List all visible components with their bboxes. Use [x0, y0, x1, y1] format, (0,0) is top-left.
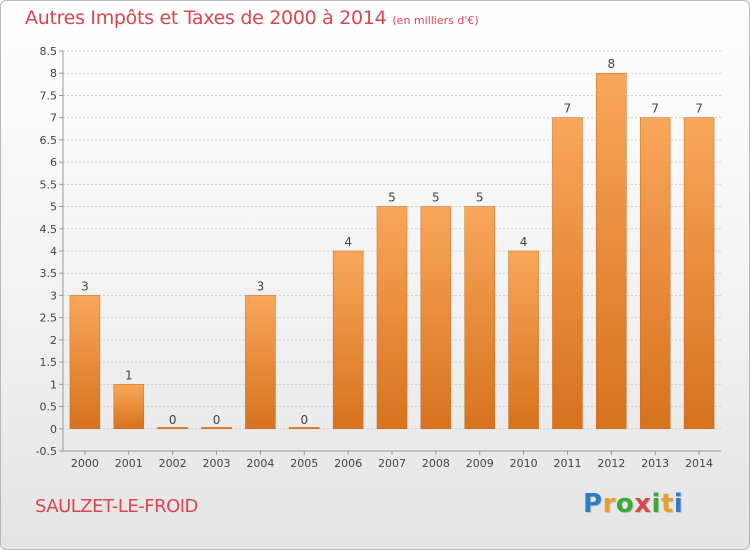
y-tick-label: 3 [50, 289, 57, 302]
x-tick-label-2008: 2008 [422, 457, 450, 470]
data-label-2012: 8 [608, 57, 616, 71]
y-tick-label: 5 [50, 201, 57, 214]
data-label-2013: 7 [651, 102, 659, 116]
y-tick-label: 7.5 [40, 89, 58, 102]
bar-2003 [201, 427, 232, 430]
data-label-2008: 5 [432, 191, 440, 205]
x-tick-label-2000: 2000 [71, 457, 99, 470]
data-label-2006: 4 [344, 235, 352, 249]
bar-2008 [420, 206, 452, 430]
y-tick-label: 5.5 [40, 178, 58, 191]
data-label-2010: 4 [520, 235, 528, 249]
y-tick-label: 1 [50, 378, 57, 391]
proxiti-logo[interactable]: Proxiti [583, 489, 683, 519]
data-label-2005: 0 [300, 413, 308, 427]
logo-letter: x [634, 489, 652, 519]
chart-unit-note: (en milliers d'€) [392, 14, 479, 27]
y-tick-label: 2.5 [40, 312, 58, 325]
x-tick-label-2002: 2002 [159, 457, 187, 470]
bar-2013 [639, 117, 671, 430]
logo-letter: i [651, 489, 661, 519]
x-tick-label-2005: 2005 [290, 457, 318, 470]
x-tick-label-2010: 2010 [510, 457, 538, 470]
y-tick-label: 2 [50, 334, 57, 347]
y-tick-label: 6 [50, 156, 57, 169]
location-name: SAULZET-LE-FROID [35, 496, 198, 517]
x-tick-label-2011: 2011 [553, 457, 581, 470]
y-tick-label: 1.5 [40, 356, 58, 369]
bar-2012 [596, 72, 627, 430]
bar-2010 [508, 250, 539, 430]
bar-2007 [376, 206, 408, 430]
bar-2000 [69, 295, 101, 430]
y-tick-label: 4 [50, 245, 57, 258]
y-tick-label: 4.5 [40, 223, 58, 236]
data-labels: 3 1 0 0 3 0 4 5 5 5 4 7 8 7 7 [81, 57, 703, 427]
x-tick-label-2009: 2009 [466, 457, 494, 470]
x-tick-label-2003: 2003 [203, 457, 231, 470]
bar-2014 [683, 117, 715, 430]
logo-letter: o [615, 489, 635, 519]
y-tick-label: 6.5 [40, 134, 58, 147]
y-tick-label: 3.5 [40, 267, 58, 280]
bars [69, 72, 715, 430]
bar-2005 [289, 427, 320, 430]
bar-2002 [157, 427, 188, 430]
bar-2001 [113, 384, 145, 430]
data-label-2007: 5 [388, 191, 396, 205]
x-tick-label-2004: 2004 [246, 457, 274, 470]
data-label-2009: 5 [476, 191, 484, 205]
chart-title-text: Autres Impôts et Taxes de 2000 à 2014 [25, 7, 387, 29]
bar-2011 [552, 117, 583, 430]
data-label-2000: 3 [81, 279, 89, 293]
x-tick-label-2006: 2006 [334, 457, 362, 470]
data-label-2003: 0 [213, 413, 221, 427]
data-label-2014: 7 [695, 102, 703, 116]
bar-2006 [332, 250, 364, 430]
x-tick-labels: 2000 2001 2002 2003 2004 2005 2006 2007 2008 2009… [71, 451, 713, 470]
bar-2004 [245, 295, 276, 430]
data-label-2004: 3 [257, 279, 265, 293]
logo-letter: r [602, 489, 616, 519]
x-tick-label-2013: 2013 [641, 457, 669, 470]
y-tick-label: 7 [50, 112, 57, 125]
x-tick-label-2012: 2012 [597, 457, 625, 470]
y-tick-label: 0.5 [40, 401, 58, 414]
bar-2009 [464, 206, 495, 430]
data-label-2002: 0 [169, 413, 177, 427]
data-label-2011: 7 [564, 102, 572, 116]
y-tick-label: 8.5 [40, 45, 58, 58]
logo-letter: t [660, 489, 674, 519]
logo-letter: P [583, 489, 603, 519]
x-tick-label-2007: 2007 [378, 457, 406, 470]
y-tick-labels: 8.5 8 7.5 7 6.5 6 5.5 5 4.5 4 3.5 3 2.5 2 1.5 1 0.5 0 -0.5 [36, 45, 57, 458]
y-tick-label: -0.5 [36, 445, 57, 458]
x-tick-label-2014: 2014 [685, 457, 713, 470]
x-tick-label-2001: 2001 [115, 457, 143, 470]
y-tick-label: 8 [50, 67, 57, 80]
logo-letter: i [673, 489, 684, 519]
chart-title: Autres Impôts et Taxes de 2000 à 2014 (en… [25, 7, 479, 29]
y-tick-label: 0 [50, 423, 57, 436]
data-label-2001: 1 [125, 368, 133, 382]
